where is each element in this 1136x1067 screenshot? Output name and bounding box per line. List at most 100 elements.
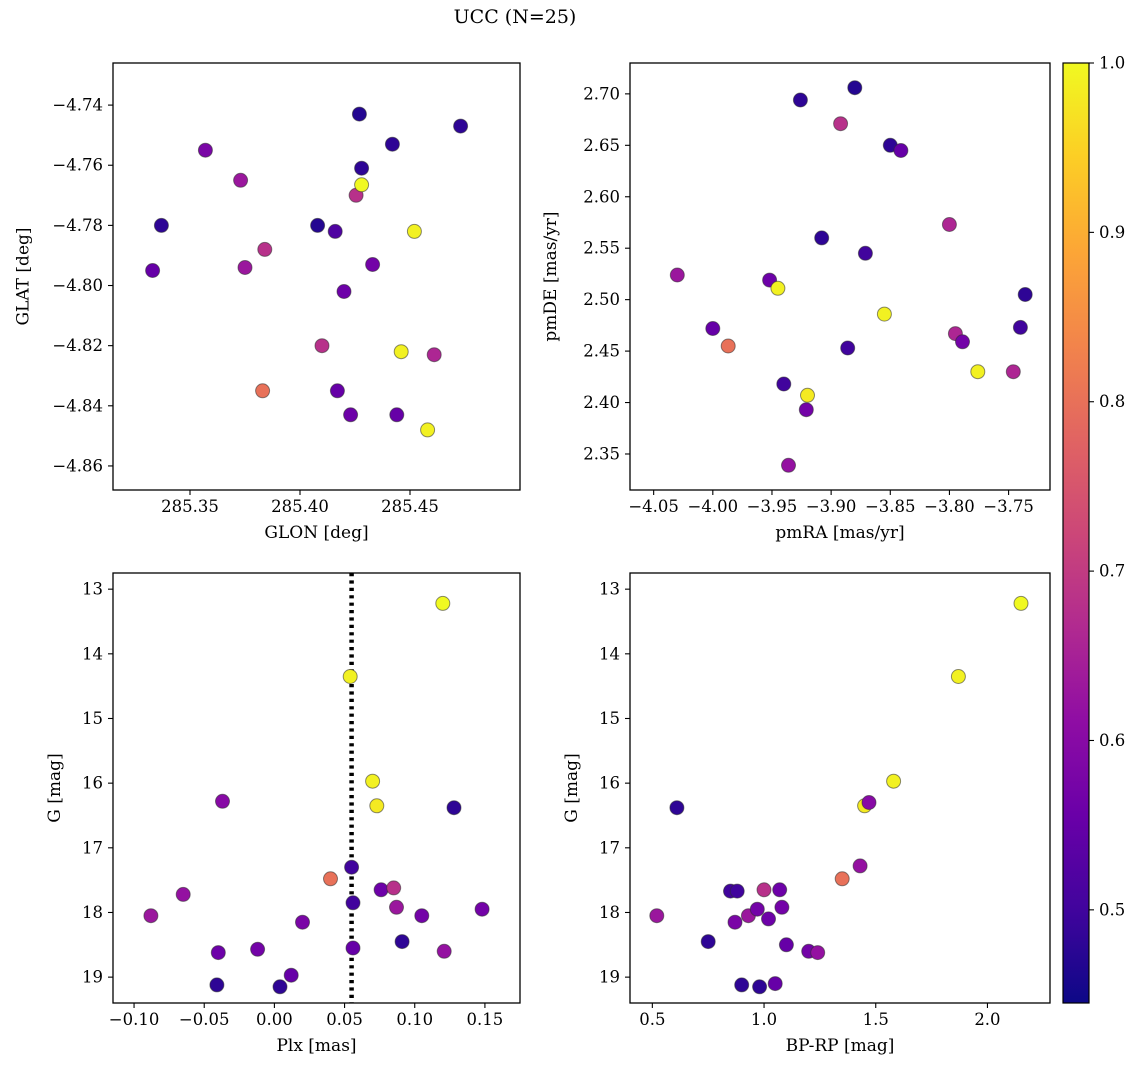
- scatter-point: [669, 800, 685, 816]
- scatter-point: [145, 263, 161, 278]
- scatter-point: [373, 882, 389, 898]
- scatter-point: [365, 773, 381, 789]
- scatter-point: [446, 800, 462, 816]
- y-tick-label: 19: [82, 968, 103, 987]
- scatter-point: [143, 908, 159, 924]
- y-tick-label: 18: [82, 903, 103, 922]
- y-tick-label: 16: [82, 774, 103, 793]
- scatter-point: [752, 979, 768, 995]
- scatter-point: [774, 899, 790, 915]
- scatter-point: [800, 387, 815, 403]
- scatter-point: [669, 267, 685, 283]
- axes-spine: [112, 62, 521, 491]
- colorbar-tick-label: 1.0: [1099, 54, 1125, 73]
- y-tick-label: −4.74: [52, 96, 103, 115]
- scatter-point: [389, 899, 404, 915]
- scatter-point: [314, 338, 330, 354]
- scatter-point: [255, 383, 271, 399]
- y-tick-label: 15: [599, 709, 620, 728]
- y-tick-label: 17: [82, 838, 103, 857]
- scatter-point: [798, 402, 814, 418]
- scatter-point: [761, 911, 776, 927]
- scatter-point: [310, 217, 326, 233]
- scatter-point: [833, 116, 849, 132]
- scatter-point: [283, 967, 299, 983]
- x-tick-label: −0.10: [109, 1010, 160, 1029]
- x-tick-label: 0.05: [326, 1010, 363, 1029]
- scatter-point: [394, 934, 410, 950]
- scatter-point: [705, 321, 721, 336]
- y-axis-label: pmDE [mas/yr]: [541, 211, 561, 341]
- scatter-point: [893, 143, 909, 158]
- x-tick-label: −3.80: [924, 497, 975, 516]
- y-tick-label: −4.86: [52, 456, 103, 475]
- scatter-point: [209, 977, 225, 993]
- x-tick-label: 0.10: [396, 1010, 433, 1029]
- scatter-point: [749, 901, 765, 917]
- panel-glon-glat: 285.35 285.40 285.45 −4.74 −4.76 −4.78 −4.80 −4…: [14, 62, 521, 543]
- y-tick-label: 14: [599, 644, 620, 663]
- y-tick-label: 2.65: [583, 136, 620, 155]
- scatter-point: [406, 223, 422, 239]
- scatter-point: [1013, 595, 1029, 611]
- chart-title: UCC (N=25): [453, 6, 577, 28]
- scatter-point: [756, 882, 772, 898]
- y-tick-label: −4.80: [52, 276, 103, 295]
- scatter-point: [351, 106, 367, 122]
- x-tick-label: 1.5: [863, 1010, 889, 1029]
- scatter-point: [369, 798, 385, 814]
- scatter-point: [414, 908, 430, 924]
- scatter-point: [700, 934, 716, 950]
- scatter-point: [772, 882, 788, 898]
- scatter-point: [955, 334, 970, 350]
- y-axis-label: GLAT [deg]: [14, 227, 34, 325]
- x-axis-label: BP-RP [mag]: [786, 1036, 895, 1056]
- colorbar-tick-label: 0.8: [1099, 392, 1125, 411]
- colorbar-tick-label: 0.5: [1099, 900, 1125, 919]
- y-tick-label: 17: [599, 838, 620, 857]
- scatter-point: [426, 347, 442, 363]
- x-tick-label: 0.15: [467, 1010, 504, 1029]
- scatter-point: [857, 245, 873, 261]
- x-tick-label: −0.05: [179, 1010, 230, 1029]
- panel-pmra-pmde: −4.05 −4.00 −3.95 −3.90 −3.85 −3.80 −3.75 2.35 2…: [541, 62, 1051, 543]
- y-tick-label: 16: [599, 774, 620, 793]
- scatter-point: [1005, 364, 1021, 380]
- x-tick-label: −3.90: [806, 497, 857, 516]
- scatter-point: [886, 773, 902, 789]
- scatter-point: [153, 217, 169, 233]
- scatter-point: [970, 364, 986, 380]
- scatter-point: [770, 280, 786, 296]
- scatter-point: [435, 595, 451, 611]
- scatter-point: [384, 136, 400, 152]
- y-tick-label: −4.78: [52, 216, 103, 235]
- scatter-point: [343, 407, 359, 423]
- y-tick-label: 2.70: [583, 84, 620, 103]
- scatter-point: [649, 908, 665, 924]
- scatter-point: [215, 793, 230, 809]
- scatter-point: [237, 260, 253, 275]
- scatter-point: [778, 937, 794, 953]
- scatter-point: [175, 886, 191, 902]
- y-tick-label: 19: [599, 968, 620, 987]
- scatter-point: [420, 422, 436, 438]
- scatter-point: [336, 284, 352, 299]
- scatter-point: [453, 118, 469, 134]
- scatter-point: [272, 979, 288, 995]
- colorbar-tick-label: 0.7: [1099, 562, 1125, 581]
- colorbar: 1.0 0.9 0.8 0.7 0.6 0.5: [1062, 54, 1125, 1004]
- colorbar-tick-label: 0.6: [1099, 731, 1125, 750]
- scatter-point: [393, 344, 409, 360]
- x-tick-label: 285.35: [161, 497, 219, 516]
- x-tick-label: −3.85: [865, 497, 916, 516]
- axes-spine: [112, 572, 521, 1004]
- x-tick-label: 0.5: [639, 1010, 665, 1029]
- scatter-point: [781, 457, 796, 473]
- scatter-point: [210, 945, 226, 961]
- scatter-point: [233, 172, 249, 188]
- scatter-point: [861, 795, 877, 810]
- y-tick-label: 2.45: [583, 342, 620, 361]
- y-tick-label: 13: [82, 580, 103, 599]
- scatter-point: [834, 871, 850, 887]
